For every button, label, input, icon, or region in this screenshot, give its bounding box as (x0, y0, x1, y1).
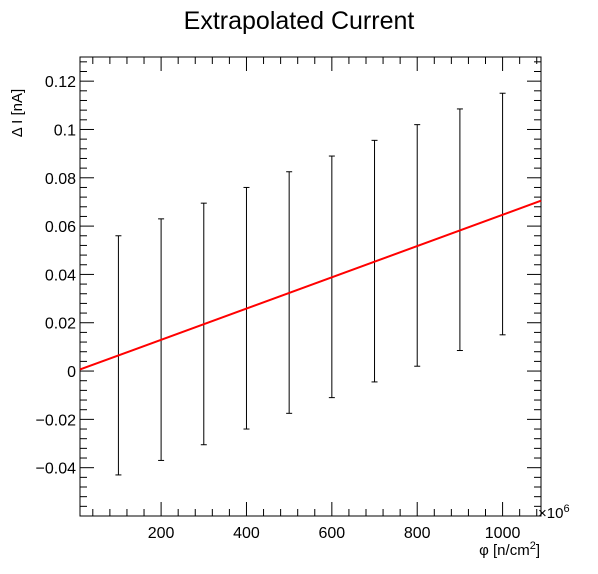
x-axis-tick-labels: 200 400 600 800 1000 (148, 525, 521, 542)
plot-frame (79, 56, 542, 517)
y-tick-label: 0.02 (45, 316, 76, 333)
x-tick-label: 1000 (485, 525, 521, 542)
y-tick-label: 0 (67, 364, 76, 381)
y-tick-label: 0.1 (54, 122, 76, 139)
x-axis-ticks (92, 57, 538, 516)
x-axis-multiplier-prefix: ×10 (538, 505, 563, 522)
x-axis-label-end: ] (536, 542, 540, 559)
y-tick-label: 0.12 (45, 74, 76, 91)
x-tick-label: 400 (233, 525, 260, 542)
fit-line (79, 199, 542, 371)
x-axis-label-main: φ [n/cm (479, 542, 530, 559)
y-tick-label: 0.06 (45, 219, 76, 236)
y-tick-label: −0.04 (36, 461, 77, 478)
y-axis-tick-labels: −0.04 −0.02 0 0.02 0.04 0.06 0.08 0.1 0.12 (36, 74, 77, 478)
x-axis-label-superscript: 2 (530, 540, 536, 552)
y-tick-label: 0.08 (45, 171, 76, 188)
x-axis-label: φ [n/cm2] (479, 540, 540, 559)
x-axis-multiplier: ×106 (538, 503, 570, 522)
y-axis-ticks (80, 61, 541, 517)
y-tick-label: 0.04 (45, 267, 76, 284)
x-axis-multiplier-exponent: 6 (563, 503, 569, 515)
x-tick-label: 200 (148, 525, 175, 542)
chart-title: Extrapolated Current (184, 7, 415, 35)
y-axis-label: Δ I [nA] (9, 89, 26, 137)
y-tick-label: −0.02 (36, 412, 77, 429)
x-tick-label: 600 (318, 525, 345, 542)
x-tick-label: 800 (404, 525, 431, 542)
